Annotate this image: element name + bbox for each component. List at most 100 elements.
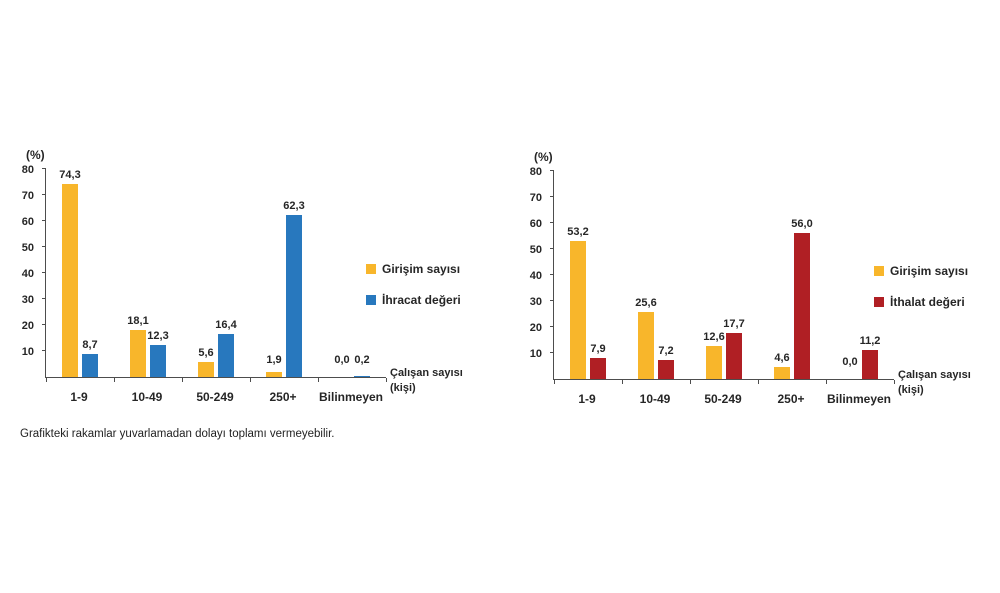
- bar-Girişim sayısı-10-49: [638, 312, 654, 379]
- bar-value-label: 0,0: [334, 354, 350, 366]
- y-axis-unit-label: (%): [26, 148, 45, 162]
- bar-İthalat değeri-Bilinmeyen: [862, 350, 878, 379]
- y-axis-unit-label: (%): [534, 150, 553, 164]
- bar-value-label: 7,9: [590, 343, 606, 355]
- y-tick-label: 60: [529, 218, 542, 230]
- legend: Girişim sayısı İhracat değeri: [366, 262, 461, 307]
- y-tick-label: 30: [21, 294, 34, 306]
- category-label: 50-249: [196, 390, 234, 404]
- bar-value-label: 7,2: [658, 345, 674, 357]
- y-tick-label: 40: [21, 268, 34, 280]
- y-tick-mark: [550, 274, 554, 275]
- legend-label: İthalat değeri: [890, 295, 965, 309]
- category-label: 250+: [269, 390, 297, 404]
- bar-value-label: 0,2: [354, 354, 370, 366]
- bar-value-label: 56,0: [791, 218, 813, 230]
- bar-value-label: 74,3: [59, 169, 81, 181]
- footnote: Grafikteki rakamlar yuvarlamadan dolayı …: [20, 428, 335, 440]
- bar-value-label: 53,2: [567, 226, 589, 238]
- bar-Girişim sayısı-250+: [266, 372, 282, 377]
- bar-Girişim sayısı-1-9: [62, 184, 78, 377]
- y-tick-mark: [550, 170, 554, 171]
- y-tick-mark: [42, 194, 46, 195]
- bar-value-label: 17,7: [723, 318, 745, 330]
- bar-value-label: 0,0: [842, 356, 858, 368]
- y-tick-mark: [550, 326, 554, 327]
- bar-value-label: 18,1: [127, 315, 149, 327]
- bar-Girişim sayısı-250+: [774, 367, 790, 379]
- x-tick-mark: [894, 380, 895, 384]
- x-tick-mark: [622, 380, 623, 384]
- x-tick-mark: [690, 380, 691, 384]
- x-tick-mark: [250, 378, 251, 382]
- x-tick-mark: [826, 380, 827, 384]
- y-tick-mark: [42, 350, 46, 351]
- y-tick-label: 80: [21, 164, 34, 176]
- category-label: 10-49: [639, 392, 671, 406]
- bar-İhracat değeri-10-49: [150, 345, 166, 377]
- legend-label: Girişim sayısı: [890, 264, 969, 278]
- bar-Girişim sayısı-50-249: [706, 346, 722, 379]
- y-tick-label: 60: [21, 216, 34, 228]
- y-tick-mark: [42, 298, 46, 299]
- bar-value-label: 16,4: [215, 319, 237, 331]
- y-tick-mark: [550, 300, 554, 301]
- x-tick-mark: [182, 378, 183, 382]
- y-tick-label: 10: [529, 348, 542, 360]
- export-chart: (%) 10 20 30 40 50 60 70 80 74,3 8,7 18,1 12,3 5,6 1…: [6, 146, 486, 446]
- import-chart: (%) 10 20 30 40 50 60 70 80 53,2 7,9 25,6 7,2 12,6 1…: [514, 148, 994, 448]
- bar-value-label: 25,6: [635, 297, 657, 309]
- y-tick-mark: [42, 168, 46, 169]
- x-tick-mark: [46, 378, 47, 382]
- category-label: 10-49: [131, 390, 163, 404]
- legend-item: İthalat değeri: [874, 295, 968, 309]
- y-tick-label: 20: [21, 320, 34, 332]
- y-tick-mark: [42, 246, 46, 247]
- x-tick-mark: [386, 378, 387, 382]
- y-tick-mark: [42, 272, 46, 273]
- y-tick-label: 70: [21, 190, 34, 202]
- bar-İthalat değeri-1-9: [590, 358, 606, 379]
- y-tick-mark: [550, 196, 554, 197]
- category-label: Bilinmeyen: [318, 390, 384, 404]
- x-tick-mark: [758, 380, 759, 384]
- legend-label: İhracat değeri: [382, 293, 461, 307]
- bar-value-label: 4,6: [774, 352, 790, 364]
- legend-swatch-icon: [366, 295, 376, 305]
- legend-label: Girişim sayısı: [382, 262, 461, 276]
- x-axis-title: Çalışan sayısı (kişi): [390, 367, 463, 394]
- x-axis-category-labels: 1-9 10-49 50-249 250+ Bilinmeyen: [45, 390, 385, 406]
- bar-value-label: 12,3: [147, 330, 169, 342]
- bar-value-label: 5,6: [198, 347, 214, 359]
- legend-item: Girişim sayısı: [874, 264, 968, 278]
- category-label: 1-9: [70, 390, 88, 404]
- y-tick-label: 30: [529, 296, 542, 308]
- x-tick-mark: [554, 380, 555, 384]
- y-tick-label: 70: [529, 192, 542, 204]
- category-label: 250+: [777, 392, 805, 406]
- bar-Girişim sayısı-10-49: [130, 330, 146, 377]
- bar-İhracat değeri-Bilinmeyen: [354, 376, 370, 377]
- x-tick-mark: [114, 378, 115, 382]
- y-axis-tick-labels: 10 20 30 40 50 60 70 80: [514, 166, 547, 379]
- bar-value-label: 11,2: [859, 335, 881, 347]
- bar-İthalat değeri-250+: [794, 233, 810, 379]
- y-tick-mark: [42, 220, 46, 221]
- y-tick-label: 20: [529, 322, 542, 334]
- category-label: 1-9: [578, 392, 596, 406]
- y-tick-label: 80: [529, 166, 542, 178]
- bar-value-label: 1,9: [266, 354, 282, 366]
- bar-İthalat değeri-10-49: [658, 360, 674, 379]
- category-label: 50-249: [704, 392, 742, 406]
- y-tick-mark: [550, 248, 554, 249]
- legend-swatch-icon: [874, 297, 884, 307]
- y-tick-label: 40: [529, 270, 542, 282]
- x-axis-category-labels: 1-9 10-49 50-249 250+ Bilinmeyen: [553, 392, 893, 408]
- y-tick-mark: [550, 222, 554, 223]
- y-tick-mark: [42, 324, 46, 325]
- bar-value-label: 8,7: [82, 339, 98, 351]
- y-axis-tick-labels: 10 20 30 40 50 60 70 80: [6, 164, 39, 377]
- y-tick-mark: [550, 352, 554, 353]
- y-tick-label: 10: [21, 346, 34, 358]
